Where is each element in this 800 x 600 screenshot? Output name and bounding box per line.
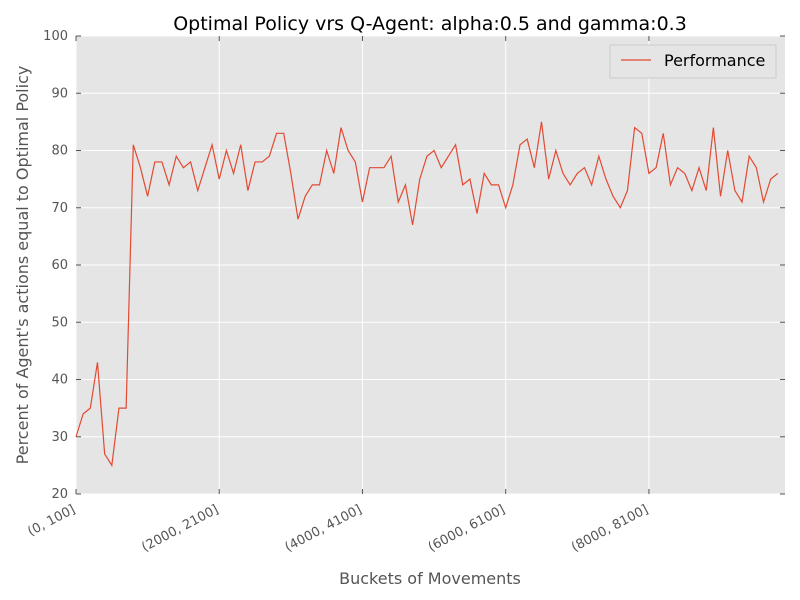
- y-axis-label: Percent of Agent's actions equal to Opti…: [13, 66, 32, 465]
- y-tick-label: 60: [51, 258, 68, 273]
- x-tick-labels: (0, 100] (2000, 2100] (4000, 4100] (6000, 6…: [25, 502, 650, 555]
- x-tick-label: (4000, 4100]: [283, 502, 365, 555]
- x-tick-label: (2000, 2100]: [139, 502, 221, 555]
- y-tick-label: 90: [51, 86, 68, 101]
- series-line-performance: [75, 121, 779, 468]
- x-tick-label: (8000, 8100]: [569, 502, 651, 555]
- y-tick-label: 20: [51, 487, 68, 502]
- y-tick-label: 30: [51, 430, 68, 445]
- y-tick-label: 40: [51, 373, 68, 388]
- chart-title: Optimal Policy vrs Q-Agent: alpha:0.5 an…: [173, 13, 687, 35]
- legend-box: [609, 44, 777, 79]
- y-tick-label: 70: [51, 201, 68, 216]
- x-axis-label: Buckets of Movements: [339, 569, 521, 588]
- tick-marks: [75, 35, 785, 495]
- y-tick-label: 100: [43, 29, 68, 44]
- legend: Performance: [609, 44, 777, 79]
- x-tick-label: (6000, 6100]: [426, 502, 508, 555]
- y-tick-label: 50: [51, 315, 68, 330]
- y-tick-labels: 20 30 40 50 60 70 80 90 100: [43, 29, 68, 502]
- y-tick-label: 80: [51, 144, 68, 159]
- legend-label-performance: Performance: [664, 51, 765, 70]
- x-tick-label: (0, 100]: [25, 502, 78, 539]
